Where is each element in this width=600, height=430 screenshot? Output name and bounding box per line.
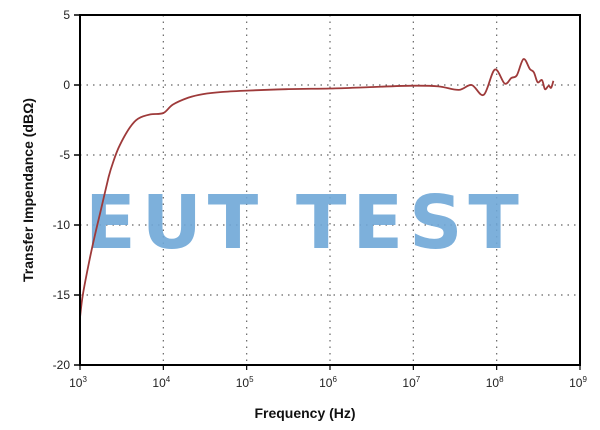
y-tick-label: -20 (53, 358, 71, 372)
x-axis-ticks: 103 104 105 106 107 108 109 (69, 365, 587, 390)
x-tick-label: 103 (69, 375, 87, 390)
data-series-line (79, 58, 555, 318)
x-tick-label: 106 (319, 375, 337, 390)
y-tick-label: 5 (63, 8, 70, 22)
y-tick-label: -10 (53, 218, 71, 232)
y-tick-label: -15 (53, 288, 71, 302)
x-tick-label: 107 (402, 375, 420, 390)
x-axis-label: Frequency (Hz) (254, 405, 355, 421)
grid-lines (80, 15, 580, 365)
y-tick-label: 0 (63, 78, 70, 92)
y-tick-label: -5 (59, 148, 70, 162)
watermark: EUT TEST (85, 180, 525, 266)
x-tick-label: 109 (569, 375, 587, 390)
x-tick-label: 104 (152, 375, 170, 390)
x-tick-label: 108 (486, 375, 504, 390)
y-axis-label: Transfer Impendance (dBΩ) (20, 98, 36, 282)
y-axis-ticks: 5 0 -5 -10 -15 -20 (53, 8, 80, 372)
x-tick-label: 105 (236, 375, 254, 390)
